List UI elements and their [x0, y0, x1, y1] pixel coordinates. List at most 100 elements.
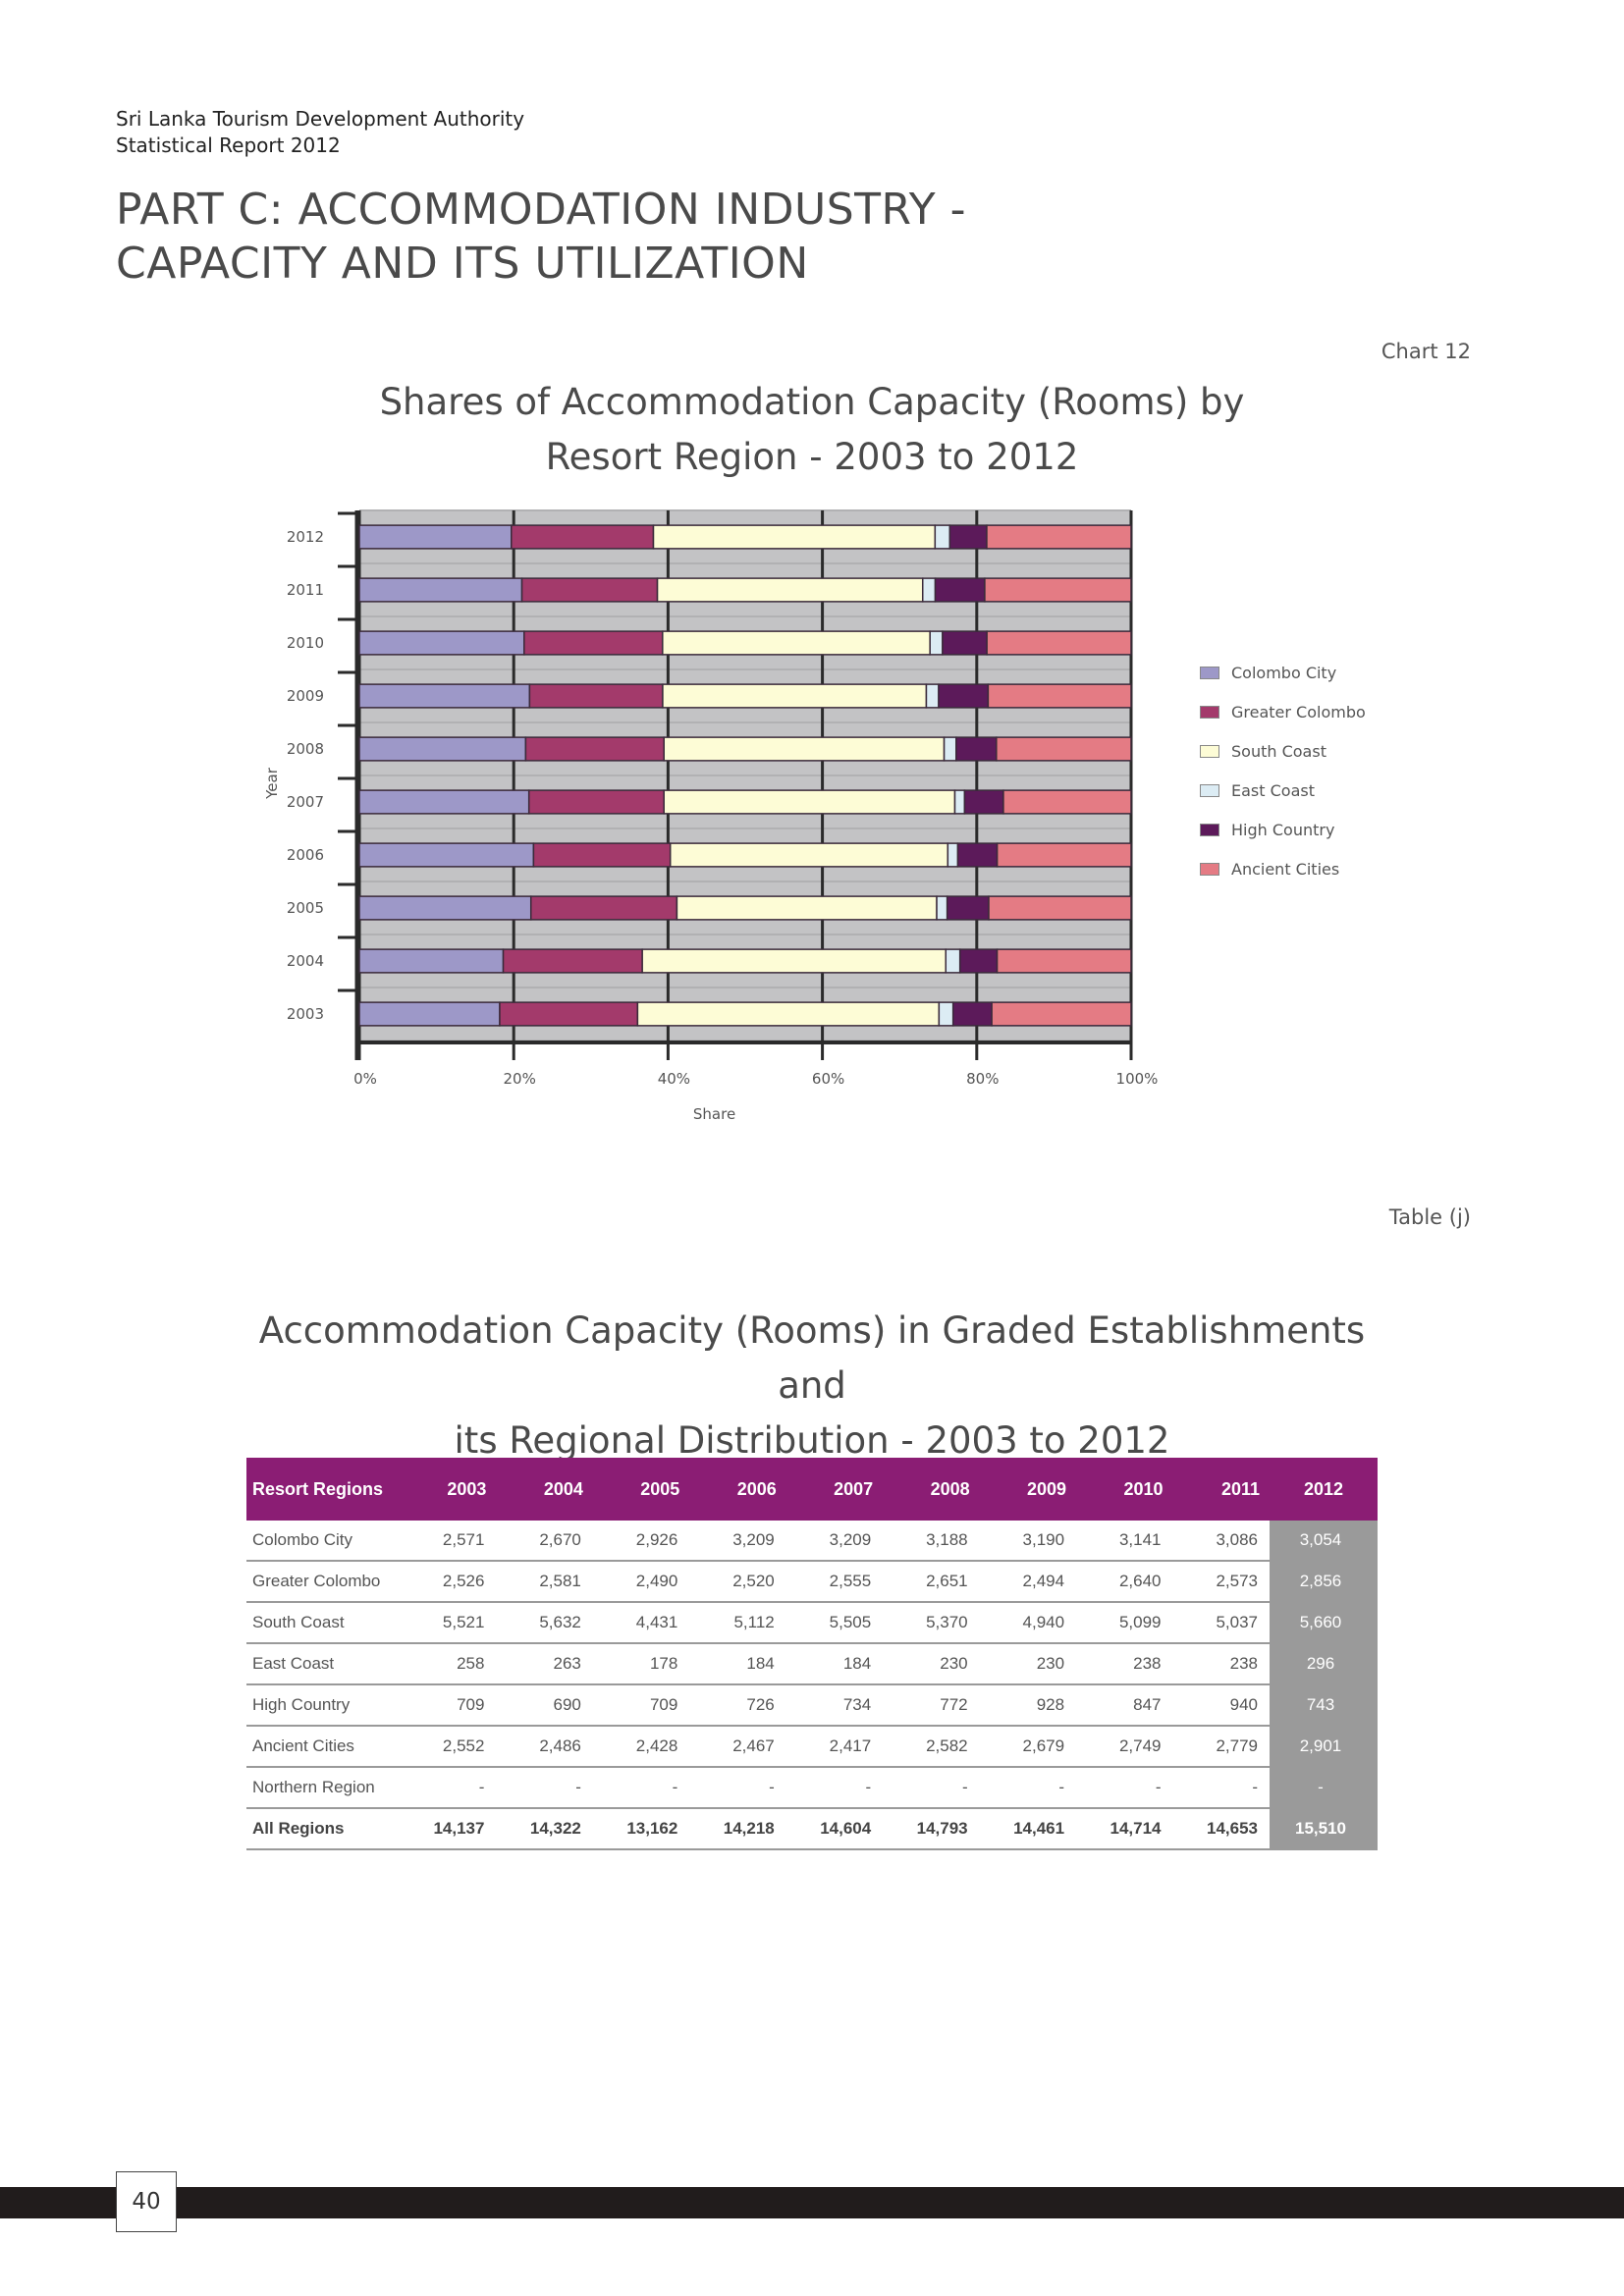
y-tick-label: 2010: [287, 634, 324, 652]
stacked-bar-chart: 2003 2004 2005 2006 2007 2008 2009 2010 2011 2012…: [263, 509, 1158, 1123]
y-tick-label: 2004: [287, 952, 324, 970]
value-cell: 238: [1172, 1643, 1270, 1685]
legend-item: South Coast: [1200, 731, 1366, 771]
value-cell: -: [785, 1767, 884, 1809]
bar-segment: [532, 842, 672, 868]
value-cell: 2,526: [400, 1561, 497, 1603]
value-cell: 3,086: [1172, 1521, 1270, 1562]
value-cell: 2,582: [883, 1726, 980, 1768]
value-cell: 238: [1076, 1643, 1173, 1685]
value-cell: 928: [979, 1684, 1077, 1727]
bar-segment: [938, 1001, 954, 1027]
bar-segment: [502, 948, 643, 974]
table-title-line2: its Regional Distribution - 2003 to 2012: [454, 1419, 1170, 1462]
table-title: Accommodation Capacity (Rooms) in Graded…: [245, 1304, 1379, 1468]
x-tick-label: 80%: [966, 1070, 999, 1088]
y-tick-label: 2005: [287, 899, 324, 917]
value-cell: -: [1076, 1767, 1173, 1809]
x-tick-label: 40%: [658, 1070, 690, 1088]
value-cell: 3,209: [785, 1521, 884, 1562]
value-cell: -: [496, 1767, 593, 1809]
table-row: Ancient Cities 2,552 2,486 2,428 2,467 2,417 2…: [246, 1726, 1378, 1768]
bar-segment: [652, 524, 937, 550]
bar-segment: [984, 577, 1132, 603]
value-cell: 2,581: [496, 1561, 593, 1603]
value-cell: 14,714: [1076, 1808, 1173, 1850]
value-cell: -: [689, 1767, 786, 1809]
legend-label: High Country: [1231, 820, 1335, 839]
value-cell: 2,552: [400, 1726, 497, 1768]
value-cell: 3,188: [883, 1521, 980, 1562]
column-header: 2008: [883, 1458, 980, 1521]
value-cell: 2,428: [592, 1726, 690, 1768]
bar-segment: [958, 948, 999, 974]
column-header: Resort Regions: [246, 1458, 400, 1521]
bar-segment: [662, 630, 931, 656]
part-title: PART C: ACCOMMODATION INDUSTRY - CAPACIT…: [116, 183, 966, 291]
y-tick-label: 2011: [287, 581, 324, 599]
value-cell: 734: [785, 1684, 884, 1727]
region-cell: High Country: [246, 1684, 400, 1727]
chart-number: Chart 12: [1380, 340, 1471, 363]
value-cell: 2,679: [979, 1726, 1077, 1768]
bar-segment: [358, 789, 530, 815]
region-cell: Greater Colombo: [246, 1561, 400, 1603]
value-cell: 184: [785, 1643, 884, 1685]
value-cell: 2,651: [883, 1561, 980, 1603]
bar-segment: [669, 842, 949, 868]
y-tick-label: 2007: [287, 793, 324, 811]
bar-segment: [925, 683, 940, 709]
x-tick-label: 60%: [812, 1070, 844, 1088]
value-cell: -: [979, 1767, 1077, 1809]
bar-segment: [948, 524, 988, 550]
value-cell: 4,431: [592, 1602, 690, 1644]
value-cell: 15,510: [1270, 1808, 1378, 1850]
value-cell: 14,653: [1172, 1808, 1270, 1850]
bar-segment: [529, 895, 678, 921]
value-cell: 743: [1270, 1684, 1378, 1727]
chart-title-line1: Shares of Accommodation Capacity (Rooms)…: [379, 381, 1245, 423]
legend-swatch: [1200, 666, 1219, 679]
bar-segment: [942, 630, 988, 656]
value-cell: 14,604: [785, 1808, 884, 1850]
x-tick-label: 20%: [504, 1070, 536, 1088]
column-header: 2009: [979, 1458, 1077, 1521]
value-cell: 2,571: [400, 1521, 497, 1562]
legend-label: Colombo City: [1231, 663, 1337, 682]
bar-segment: [656, 577, 924, 603]
part-title-line2: CAPACITY AND ITS UTILIZATION: [116, 239, 809, 289]
value-cell: 940: [1172, 1684, 1270, 1727]
bar-segment: [641, 948, 947, 974]
bar-segment: [987, 683, 1132, 709]
bar-segment: [921, 577, 937, 603]
value-cell: 4,940: [979, 1602, 1077, 1644]
value-cell: 14,218: [689, 1808, 786, 1850]
page-number: 40: [116, 2171, 177, 2232]
value-cell: 230: [883, 1643, 980, 1685]
value-cell: 2,417: [785, 1726, 884, 1768]
table-row: Northern Region - - - - - - - - - -: [246, 1767, 1378, 1809]
y-tick-label: 2006: [287, 846, 324, 864]
report-name: Statistical Report 2012: [116, 133, 341, 157]
bar-segment: [358, 948, 505, 974]
legend-item: Ancient Cities: [1200, 849, 1366, 888]
bar-segment: [936, 895, 948, 921]
bar-segment: [991, 1001, 1132, 1027]
legend-swatch: [1200, 823, 1219, 836]
chart-legend: Colombo City Greater Colombo South Coast Ea…: [1200, 653, 1366, 888]
table-number: Table (j): [1388, 1205, 1471, 1229]
column-header: 2005: [592, 1458, 690, 1521]
bar-segment: [528, 683, 664, 709]
region-cell: All Regions: [246, 1808, 400, 1850]
bar-segment: [1002, 789, 1132, 815]
table-row: Greater Colombo 2,526 2,581 2,490 2,520 2,555…: [246, 1561, 1378, 1603]
region-cell: East Coast: [246, 1643, 400, 1685]
bar-segment: [934, 577, 986, 603]
value-cell: 726: [689, 1684, 786, 1727]
value-cell: -: [592, 1767, 690, 1809]
table-row: South Coast 5,521 5,632 4,431 5,112 5,505 5,37…: [246, 1602, 1378, 1644]
value-cell: 5,037: [1172, 1602, 1270, 1644]
value-cell: 2,494: [979, 1561, 1077, 1603]
column-header: 2003: [400, 1458, 497, 1521]
bar-segment: [358, 842, 535, 868]
